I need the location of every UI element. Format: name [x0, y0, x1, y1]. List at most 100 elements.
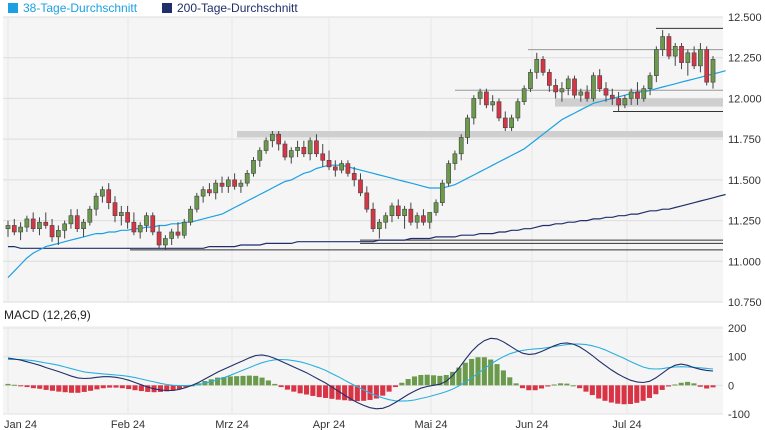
candle	[370, 202, 376, 232]
candle	[672, 43, 678, 66]
candle	[307, 137, 313, 161]
macd-histogram-bar	[386, 385, 392, 392]
candle	[609, 88, 615, 105]
macd-histogram-bar	[685, 381, 691, 386]
price-y-tick: 11.500	[728, 175, 761, 187]
macd-histogram-bar	[107, 385, 113, 388]
candle	[490, 95, 496, 112]
macd-histogram-bar	[113, 385, 119, 388]
macd-histogram-bar	[329, 385, 335, 399]
candle	[257, 147, 263, 167]
macd-histogram-bar	[176, 385, 183, 390]
candle	[11, 218, 17, 236]
macd-histogram-bar	[284, 385, 290, 390]
candle	[93, 192, 99, 216]
candle	[452, 150, 458, 171]
candle	[647, 72, 653, 96]
macd-histogram-bar	[596, 385, 602, 399]
macd-histogram-bar	[621, 385, 627, 405]
macd-histogram-bar	[532, 385, 538, 391]
macd-y-tick: 200	[728, 323, 746, 335]
candle	[200, 186, 206, 203]
candle	[332, 160, 338, 177]
candle	[251, 157, 256, 177]
macd-histogram-bar	[481, 357, 487, 386]
price-y-tick: 12.000	[728, 93, 762, 105]
legend-sma38: 38-Tage-Durchschnitt	[8, 0, 137, 16]
candle	[502, 111, 508, 131]
candle	[433, 199, 439, 216]
macd-histogram-bar	[672, 384, 678, 386]
candle	[150, 212, 156, 236]
candle	[421, 209, 426, 226]
price-y-tick: 12.250	[728, 53, 762, 65]
candle	[156, 225, 162, 249]
candle	[603, 82, 609, 102]
price-panel-bg	[3, 17, 723, 302]
macd-histogram-bar	[342, 385, 348, 401]
macd-histogram-bar	[227, 376, 233, 386]
macd-y-tick: 0	[728, 380, 734, 392]
candle	[704, 46, 710, 86]
candle	[584, 85, 590, 102]
macd-histogram-bar	[583, 385, 589, 392]
macd-histogram-bar	[589, 385, 595, 396]
candle	[56, 225, 61, 245]
candle	[137, 222, 143, 239]
macd-histogram-bar	[558, 383, 564, 386]
candle	[125, 205, 130, 229]
y-axis-ticks: 12.500 12.250 12.000 11.750 11.500 11.250 11.0…	[728, 12, 762, 421]
candle	[68, 209, 74, 229]
macd-histogram-bar	[475, 357, 481, 386]
candle	[225, 176, 231, 193]
macd-histogram-bar	[291, 385, 297, 392]
macd-histogram-bar	[278, 385, 284, 388]
macd-histogram-bar	[551, 384, 557, 386]
candle	[458, 134, 464, 161]
price-y-tick: 11.000	[728, 256, 761, 268]
candle	[112, 196, 118, 223]
candle	[597, 69, 603, 92]
x-tick: Jan 24	[4, 419, 37, 430]
candle	[314, 134, 319, 158]
candles-layer	[5, 30, 716, 250]
candle	[546, 69, 552, 92]
macd-histogram-bar	[259, 377, 265, 386]
candle	[263, 137, 269, 154]
macd-y-tick: -100	[728, 409, 750, 421]
candle	[276, 131, 282, 151]
candle	[622, 95, 628, 109]
macd-histogram-bar	[488, 359, 494, 386]
candle	[5, 220, 11, 237]
macd-histogram-bar	[303, 385, 310, 395]
candle	[660, 30, 665, 57]
macd-histogram-bar	[500, 370, 506, 386]
candle	[163, 235, 168, 250]
candle	[691, 46, 697, 70]
candle	[244, 170, 250, 187]
sma200-line	[8, 193, 726, 249]
candle	[414, 212, 420, 229]
candle	[100, 186, 105, 203]
candle	[685, 49, 691, 76]
macd-histogram-bar	[494, 364, 500, 386]
macd-histogram-bar	[24, 385, 30, 388]
macd-histogram-bar	[183, 385, 189, 388]
macd-histogram-bar	[577, 385, 583, 389]
candle	[270, 131, 275, 148]
candle	[389, 202, 395, 223]
candle	[679, 43, 684, 70]
candle	[188, 205, 193, 226]
candle	[49, 218, 55, 242]
macd-histogram-bar	[43, 385, 49, 390]
candle	[144, 212, 149, 232]
macd-histogram-bar	[310, 385, 316, 396]
candle	[175, 222, 181, 239]
macd-histogram-bar	[68, 385, 75, 393]
candle	[439, 179, 445, 206]
macd-layer	[5, 337, 716, 410]
macd-histogram-bar	[608, 385, 614, 403]
candle	[345, 160, 351, 177]
macd-histogram-bar	[564, 383, 570, 386]
candle	[710, 56, 716, 89]
